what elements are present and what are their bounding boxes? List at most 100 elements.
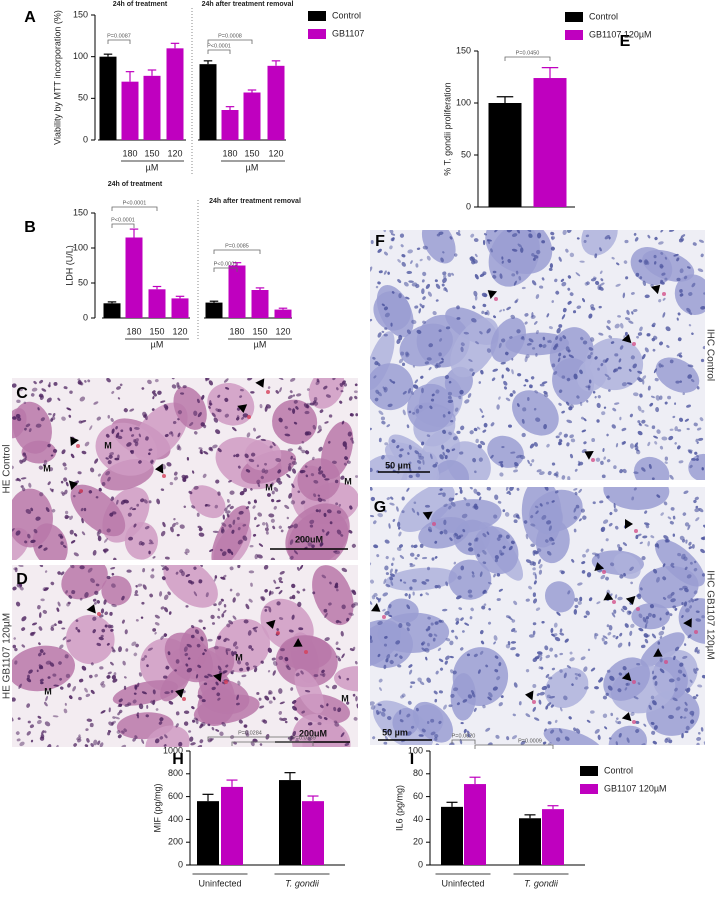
- nucleus: [389, 573, 395, 577]
- nucleus: [683, 716, 687, 719]
- nucleus: [43, 547, 48, 551]
- nucleus: [691, 332, 694, 335]
- nucleus: [605, 538, 609, 542]
- y-tick-label: 800: [168, 768, 183, 778]
- nucleus: [647, 385, 651, 391]
- nucleus: [583, 239, 587, 243]
- nucleus: [256, 464, 260, 468]
- nucleus: [235, 592, 240, 597]
- nucleus: [428, 528, 432, 532]
- nucleus: [268, 513, 275, 518]
- nucleus: [494, 558, 498, 563]
- nucleus: [551, 542, 555, 546]
- nucleus: [522, 407, 527, 412]
- nucleus: [502, 308, 505, 312]
- nucleus: [645, 524, 650, 529]
- nucleus: [573, 609, 578, 615]
- nucleus: [509, 487, 514, 491]
- nucleus: [348, 612, 354, 616]
- nucleus: [413, 501, 417, 505]
- nucleus: [450, 693, 455, 698]
- nucleus: [604, 726, 608, 730]
- nucleus: [546, 313, 550, 318]
- nucleus: [492, 368, 499, 372]
- nucleus: [462, 528, 466, 533]
- nucleus: [221, 522, 227, 527]
- villus: [370, 454, 408, 480]
- nucleus: [370, 705, 376, 710]
- nucleus: [435, 670, 439, 675]
- nucleus: [193, 485, 199, 490]
- nucleus: [545, 673, 550, 678]
- nucleus: [650, 535, 655, 539]
- nucleus: [406, 270, 413, 275]
- nucleus: [257, 482, 261, 488]
- nucleus: [245, 733, 250, 737]
- nucleus: [370, 600, 373, 605]
- y-tick-label: 100: [408, 745, 423, 755]
- nucleus: [117, 734, 122, 739]
- nucleus: [426, 677, 432, 683]
- stain-spot: [266, 390, 270, 394]
- nucleus: [20, 485, 24, 488]
- bar: [221, 786, 243, 865]
- nucleus: [493, 315, 497, 319]
- nucleus: [69, 529, 74, 535]
- nucleus: [136, 503, 140, 507]
- nucleus: [675, 380, 680, 384]
- nucleus: [430, 398, 435, 402]
- nucleus: [676, 352, 682, 357]
- nucleus: [64, 654, 69, 659]
- nucleus: [252, 505, 256, 509]
- nucleus: [661, 626, 665, 631]
- nucleus: [56, 607, 60, 612]
- nucleus: [21, 616, 27, 622]
- nucleus: [434, 556, 438, 559]
- nucleus: [219, 731, 224, 737]
- nucleus: [449, 742, 455, 745]
- nucleus: [619, 574, 624, 579]
- nucleus: [536, 469, 542, 473]
- nucleus: [477, 444, 483, 449]
- nucleus: [471, 372, 475, 377]
- villus: [678, 598, 705, 644]
- nucleus: [682, 392, 686, 396]
- nucleus: [700, 537, 705, 540]
- nucleus: [419, 681, 425, 685]
- nucleus: [606, 433, 609, 437]
- nucleus: [585, 385, 591, 389]
- nucleus: [634, 237, 639, 242]
- nucleus: [427, 642, 430, 647]
- nucleus: [470, 233, 475, 238]
- nucleus: [697, 732, 701, 735]
- nucleus: [15, 530, 21, 536]
- nucleus: [605, 576, 609, 581]
- nucleus: [463, 331, 469, 335]
- nucleus: [682, 512, 687, 516]
- nucleus: [642, 379, 645, 385]
- nucleus: [38, 642, 41, 646]
- nucleus: [248, 458, 255, 463]
- nucleus: [321, 574, 327, 579]
- nucleus: [248, 645, 253, 649]
- nucleus: [524, 356, 528, 363]
- nucleus: [313, 396, 318, 402]
- nucleus: [475, 341, 479, 345]
- nucleus: [28, 669, 33, 674]
- nucleus: [354, 475, 358, 478]
- nucleus: [211, 686, 216, 691]
- nucleus: [449, 640, 454, 646]
- nucleus: [652, 348, 656, 352]
- nucleus: [547, 340, 550, 344]
- nucleus: [97, 535, 102, 542]
- nucleus: [118, 646, 122, 653]
- nucleus: [427, 291, 432, 297]
- nucleus: [458, 534, 464, 538]
- nucleus: [335, 619, 340, 624]
- bar: [125, 237, 143, 318]
- nucleus: [618, 732, 622, 738]
- nucleus: [590, 667, 596, 672]
- nucleus: [124, 703, 130, 707]
- nucleus: [28, 482, 32, 488]
- nucleus: [550, 537, 555, 542]
